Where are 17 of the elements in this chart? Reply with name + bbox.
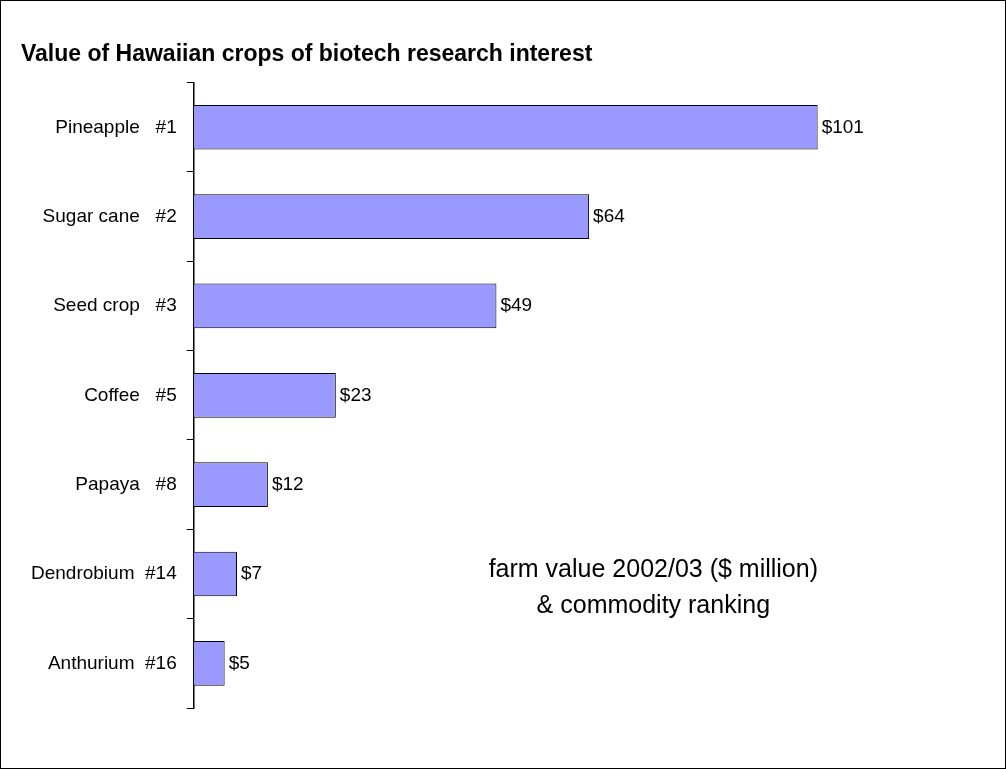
y-tick-label: Pineapple #1 — [55, 115, 177, 137]
data-label: $5 — [228, 651, 250, 673]
data-label: $7 — [241, 562, 263, 584]
chart-title: Value of Hawaiian crops of biotech research interest — [21, 40, 593, 67]
annotation: farm value 2002/03 ($ million) — [488, 554, 818, 583]
y-tick-label: Papaya #8 — [75, 472, 177, 494]
data-label: $64 — [593, 204, 626, 226]
data-label: $12 — [271, 472, 304, 494]
data-label: $23 — [339, 383, 372, 405]
y-tick-label: Seed crop #3 — [53, 294, 177, 316]
data-label: $101 — [821, 115, 864, 137]
annotation: & commodity ranking — [536, 590, 771, 619]
y-tick-label: Anthurium #16 — [47, 651, 177, 673]
data-label: $49 — [500, 294, 533, 316]
y-tick-label: Coffee #5 — [84, 383, 177, 405]
y-tick-label: Dendrobium #14 — [30, 562, 178, 584]
y-tick-label: Sugar cane #2 — [42, 204, 177, 226]
